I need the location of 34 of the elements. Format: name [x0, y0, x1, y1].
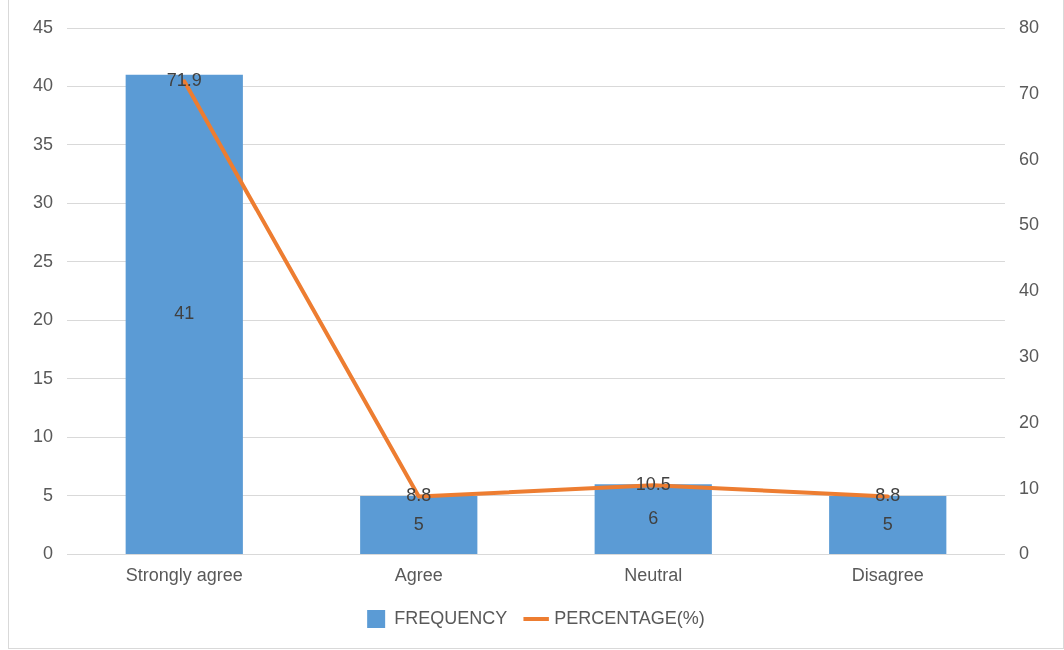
bar	[125, 74, 243, 554]
legend-label: PERCENTAGE(%)	[554, 607, 705, 628]
y2-tick-label: 20	[1018, 411, 1040, 432]
y-tick-label: 5	[43, 484, 54, 505]
y2-tick-label: 0	[1018, 543, 1029, 564]
y-tick-label: 45	[32, 16, 54, 37]
data-label: 10.5	[635, 474, 671, 495]
y2-tick-label: 50	[1018, 214, 1040, 235]
x-tick-label: Disagree	[851, 565, 924, 586]
y2-tick-label: 40	[1018, 280, 1040, 301]
y-tick-label: 20	[32, 309, 54, 330]
x-tick-label: Neutral	[624, 565, 683, 586]
data-label: 71.9	[166, 70, 202, 91]
data-label: 5	[413, 513, 424, 534]
y2-tick-label: 60	[1018, 148, 1040, 169]
y-tick-label: 25	[32, 250, 54, 271]
y2-tick-label: 70	[1018, 82, 1040, 103]
y-tick-label: 40	[32, 75, 54, 96]
data-label: 5	[882, 513, 893, 534]
y-tick-label: 35	[32, 133, 54, 154]
data-label: 41	[174, 303, 195, 324]
y2-tick-label: 10	[1018, 477, 1040, 498]
data-label: 8.8	[875, 485, 901, 506]
legend-label: FREQUENCY	[394, 607, 508, 628]
y-tick-label: 0	[43, 543, 54, 564]
y2-tick-label: 30	[1018, 345, 1040, 366]
data-label: 6	[648, 508, 659, 529]
x-tick-label: Agree	[394, 565, 443, 586]
y-tick-label: 30	[32, 192, 54, 213]
x-tick-label: Strongly agree	[125, 565, 243, 586]
data-label: 8.8	[406, 485, 432, 506]
y2-tick-label: 80	[1018, 16, 1040, 37]
y-tick-label: 10	[32, 426, 54, 447]
y-tick-label: 15	[32, 367, 54, 388]
